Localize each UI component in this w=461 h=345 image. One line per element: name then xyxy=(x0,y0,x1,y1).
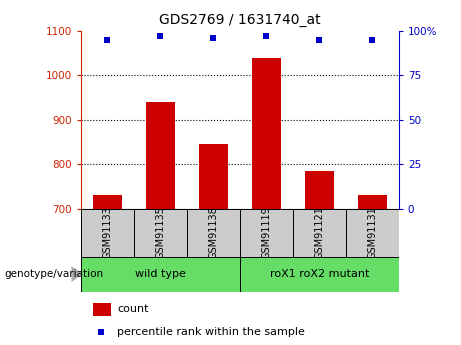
FancyBboxPatch shape xyxy=(81,257,240,292)
Bar xyxy=(199,144,228,209)
FancyBboxPatch shape xyxy=(81,209,134,257)
FancyBboxPatch shape xyxy=(134,209,187,257)
Point xyxy=(98,329,105,334)
Text: GSM91138: GSM91138 xyxy=(208,207,218,259)
Text: GSM91121: GSM91121 xyxy=(314,206,324,259)
FancyBboxPatch shape xyxy=(240,257,399,292)
Text: genotype/variation: genotype/variation xyxy=(5,269,104,279)
Bar xyxy=(93,195,122,209)
Text: wild type: wild type xyxy=(135,269,186,279)
Text: GSM91133: GSM91133 xyxy=(102,207,112,259)
FancyBboxPatch shape xyxy=(240,209,293,257)
Text: GSM91135: GSM91135 xyxy=(155,206,165,259)
Bar xyxy=(305,171,334,209)
Bar xyxy=(146,102,175,209)
FancyBboxPatch shape xyxy=(346,209,399,257)
Text: percentile rank within the sample: percentile rank within the sample xyxy=(117,327,305,337)
Text: roX1 roX2 mutant: roX1 roX2 mutant xyxy=(270,269,369,279)
Text: count: count xyxy=(117,304,149,314)
Point xyxy=(156,33,164,39)
FancyBboxPatch shape xyxy=(293,209,346,257)
Bar xyxy=(358,195,387,209)
Point xyxy=(262,33,270,39)
Title: GDS2769 / 1631740_at: GDS2769 / 1631740_at xyxy=(159,13,320,27)
Bar xyxy=(252,58,281,209)
FancyBboxPatch shape xyxy=(187,209,240,257)
Point xyxy=(368,37,376,43)
Point xyxy=(315,37,323,43)
Text: GSM91131: GSM91131 xyxy=(367,207,377,259)
Point xyxy=(209,36,217,41)
Bar xyxy=(94,303,111,316)
Point xyxy=(103,37,111,43)
Polygon shape xyxy=(71,266,83,282)
Text: GSM91119: GSM91119 xyxy=(261,207,271,259)
